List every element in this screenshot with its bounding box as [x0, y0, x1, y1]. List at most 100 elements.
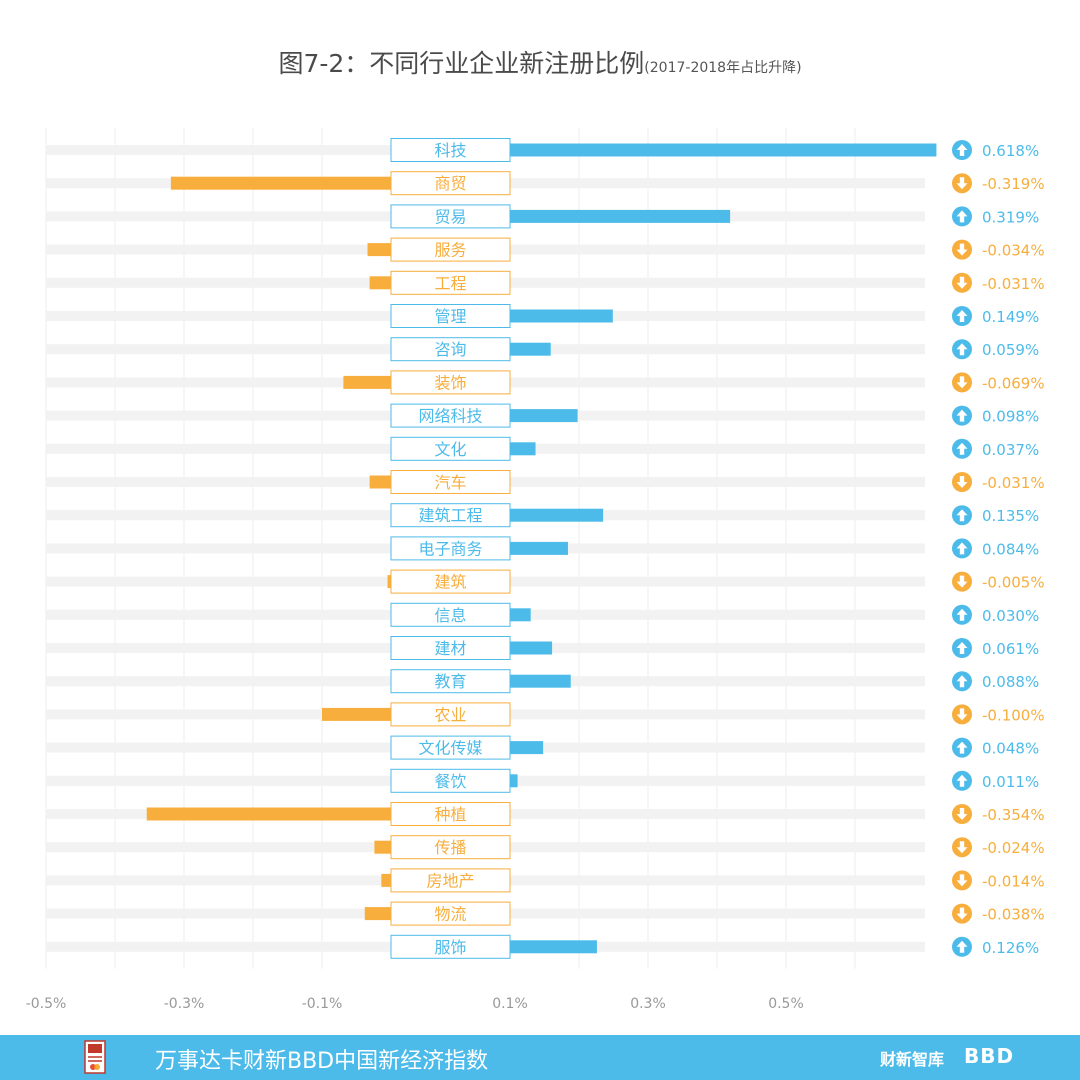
value-label: 0.048%: [982, 740, 1039, 758]
bar: [146, 807, 391, 821]
chart-title-main: 图7-2：不同行业企业新注册比例: [278, 49, 645, 78]
category-label-box: [390, 237, 511, 262]
arrow-down-circle-icon: [952, 173, 972, 194]
value-label: 0.618%: [982, 142, 1039, 160]
category-label-box: [390, 270, 511, 295]
bar: [369, 475, 391, 489]
category-label: 电子商务: [418, 539, 482, 558]
arrow-up-circle-icon: [952, 770, 972, 791]
bar: [369, 276, 391, 290]
footer-text: 万事达卡财新BBD中国新经济指数: [155, 1049, 489, 1074]
arrow-up-circle-icon: [952, 936, 972, 957]
arrow-down-circle-icon: [952, 903, 972, 924]
value-label: 0.149%: [982, 308, 1039, 326]
bar: [510, 940, 597, 954]
arrow-down-circle-icon: [952, 472, 972, 492]
bar: [510, 674, 571, 688]
category-label: 物流: [434, 905, 466, 924]
category-label-box: [390, 138, 511, 162]
category-label: 房地产: [426, 871, 474, 890]
arrow-up-circle-icon: [952, 604, 972, 625]
bar-chart: -0.5% -0.3% -0.1% 0.1% 0.3% 0.5% 科技 0.618% 商贸 -0.…: [26, 128, 1045, 1012]
bar: [510, 409, 578, 423]
arrow-down-circle-icon: [952, 704, 972, 725]
category-label-box: [390, 602, 511, 627]
bar: [510, 741, 544, 755]
bar: [510, 143, 937, 157]
arrow-up-circle-icon: [952, 438, 972, 459]
bar: [322, 707, 391, 721]
bar: [510, 309, 613, 323]
category-label: 文化: [434, 440, 466, 459]
new-economy-index-logo-icon: [84, 1040, 106, 1074]
category-label: 教育: [434, 672, 466, 691]
bar: [510, 774, 518, 788]
category-label-box: [390, 901, 511, 926]
arrow-down-circle-icon: [952, 272, 972, 293]
arrow-up-circle-icon: [952, 339, 972, 360]
x-tick-label: 0.3%: [630, 996, 666, 1012]
bar: [374, 840, 391, 854]
value-label: -0.354%: [982, 806, 1045, 824]
chart-title: 图7-2：不同行业企业新注册比例(2017-2018年占比升降): [0, 44, 1080, 80]
category-label: 服务: [434, 241, 466, 260]
category-label-box: [390, 702, 511, 727]
category-label: 文化传媒: [418, 739, 482, 758]
category-label: 咨询: [434, 340, 466, 359]
value-label: -0.100%: [982, 706, 1045, 724]
x-tick-label: 0.5%: [768, 996, 804, 1012]
category-label: 网络科技: [418, 407, 482, 426]
category-label-box: [390, 370, 511, 395]
arrow-up-circle-icon: [952, 638, 972, 658]
bar: [381, 873, 391, 887]
category-label-box: [390, 868, 511, 893]
value-label: 0.126%: [982, 939, 1039, 957]
arrow-down-circle-icon: [952, 804, 972, 824]
arrow-up-circle-icon: [952, 505, 972, 526]
category-label: 传播: [434, 838, 466, 857]
category-label-box: [390, 403, 511, 428]
category-label-box: [390, 503, 511, 528]
arrow-up-circle-icon: [952, 140, 972, 160]
category-label-box: [390, 802, 511, 826]
arrow-up-circle-icon: [952, 206, 972, 227]
bar: [510, 641, 553, 655]
category-label: 商贸: [434, 174, 466, 193]
arrow-down-circle-icon: [952, 372, 972, 393]
x-tick-label: 0.1%: [492, 996, 528, 1012]
category-label-box: [390, 304, 511, 328]
arrow-down-circle-icon: [952, 239, 972, 260]
category-label-box: [390, 735, 511, 760]
value-label: -0.034%: [982, 242, 1045, 260]
arrow-down-circle-icon: [952, 571, 972, 592]
category-label-box: [390, 835, 511, 860]
x-tick-label: -0.5%: [26, 996, 67, 1012]
value-label: 0.011%: [982, 773, 1039, 791]
bar: [510, 342, 551, 356]
bar: [170, 176, 391, 190]
category-label-box: [390, 569, 511, 594]
footer-bar: 万事达卡财新BBD中国新经济指数 财新智库 BBD: [0, 1035, 1080, 1080]
bar: [510, 442, 536, 456]
value-label: -0.024%: [982, 839, 1045, 857]
chart-subtitle: (2017-2018年占比升降): [644, 60, 802, 76]
category-label-box: [390, 204, 511, 229]
arrow-down-circle-icon: [952, 870, 972, 891]
category-label-box: [390, 536, 511, 561]
arrow-down-circle-icon: [952, 837, 972, 858]
value-label: -0.031%: [982, 474, 1045, 492]
category-label-box: [390, 470, 511, 494]
x-tick-label: -0.3%: [164, 996, 205, 1012]
value-label: 0.061%: [982, 640, 1039, 658]
category-label: 农业: [434, 705, 466, 724]
category-label: 汽车: [434, 473, 466, 492]
category-label: 服饰: [434, 938, 466, 957]
category-label-box: [390, 171, 511, 196]
value-label: 0.319%: [982, 208, 1039, 226]
bar: [343, 375, 391, 389]
category-label: 餐饮: [434, 772, 466, 791]
value-label: 0.030%: [982, 607, 1039, 625]
category-label: 信息: [434, 606, 466, 625]
category-label-box: [390, 934, 511, 959]
category-label: 工程: [434, 274, 466, 293]
